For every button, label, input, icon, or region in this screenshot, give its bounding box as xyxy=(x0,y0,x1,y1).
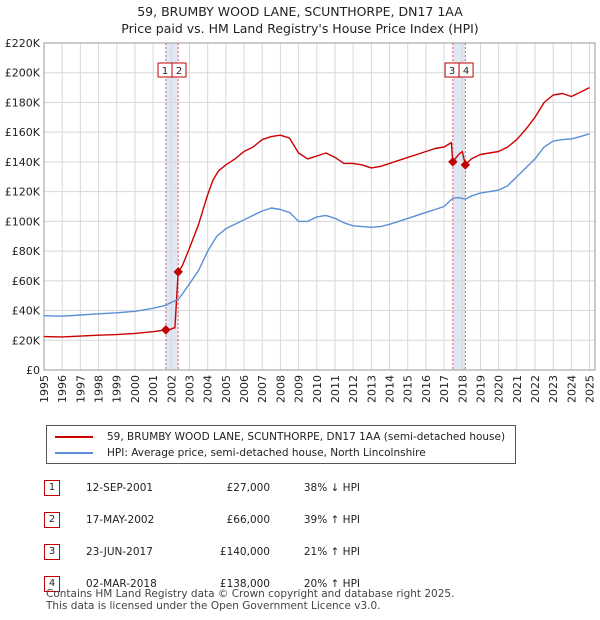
sale-number: 1 xyxy=(44,480,60,496)
y-tick-label-9: £180K xyxy=(5,96,41,109)
price-chart: £0 £20K £40K £60K £80K £100K £120K £140K £160K £1… xyxy=(5,37,597,403)
y-tick-label-6: £120K xyxy=(5,186,41,199)
sale-label-number-3: 3 xyxy=(449,66,455,77)
sale-price: £138,000 xyxy=(219,578,270,590)
sales-table: 1 12-SEP-2001 £27,000 38% ↓ HPI 2 17-MAY-2002… xyxy=(44,472,360,600)
legend-hpi-swatch xyxy=(55,452,93,454)
x-tick-label-2015: 2015 xyxy=(402,375,415,403)
chart-subtitle: Price paid vs. HM Land Registry's House … xyxy=(121,21,479,36)
sale-number-cell: 4 xyxy=(44,568,86,600)
y-tick-label-0: £0 xyxy=(26,364,40,377)
legend-property-swatch xyxy=(55,436,93,438)
sale-period-band-2 xyxy=(452,43,466,370)
x-tick-label-2000: 2000 xyxy=(129,375,142,403)
sale-date: 12-SEP-2001 xyxy=(86,482,154,494)
y-tick-label-2: £40K xyxy=(12,305,41,318)
sale-row: 2 17-MAY-2002 £66,000 39% ↑ HPI xyxy=(44,504,360,536)
x-tick-label-2010: 2010 xyxy=(311,375,324,403)
y-tick-label-3: £60K xyxy=(12,275,41,288)
legend-hpi-label: HPI: Average price, semi-detached house,… xyxy=(107,447,426,459)
x-tick-label-2001: 2001 xyxy=(147,375,160,403)
y-tick-label-5: £100K xyxy=(5,215,41,228)
x-tick-label-2007: 2007 xyxy=(256,375,269,403)
property-price-line xyxy=(43,86,590,338)
y-tick-label-10: £200K xyxy=(5,67,41,80)
x-tick-label-2018: 2018 xyxy=(456,375,469,403)
footer-copyright: Contains HM Land Registry data © Crown c… xyxy=(46,588,455,600)
x-tick-label-2008: 2008 xyxy=(274,375,287,403)
sale-date: 02-MAR-2018 xyxy=(86,578,157,590)
sale-date: 23-JUN-2017 xyxy=(86,546,153,558)
x-tick-label-2003: 2003 xyxy=(183,375,196,403)
x-tick-label-2025: 2025 xyxy=(584,375,597,403)
hpi-line xyxy=(43,133,590,317)
x-tick-label-1998: 1998 xyxy=(93,375,106,403)
x-tick-label-1996: 1996 xyxy=(56,375,69,403)
x-tick-label-2004: 2004 xyxy=(202,375,215,403)
sale-row: 4 02-MAR-2018 £138,000 20% ↑ HPI xyxy=(44,568,360,600)
x-tick-label-2023: 2023 xyxy=(547,375,560,403)
legend-property-label: 59, BRUMBY WOOD LANE, SCUNTHORPE, DN17 1… xyxy=(107,431,506,443)
sale-hpi-diff: 21% ↑ HPI xyxy=(303,546,360,558)
y-tick-label-11: £220K xyxy=(5,37,41,50)
y-tick-label-1: £20K xyxy=(12,334,41,347)
x-tick-label-2005: 2005 xyxy=(220,375,233,403)
sale-label-number-1: 1 xyxy=(162,66,168,77)
sale-hpi-diff: 38% ↓ HPI xyxy=(303,482,360,494)
sale-label-box-4 xyxy=(458,62,474,78)
sale-point-2 xyxy=(173,267,183,277)
x-tick-label-2020: 2020 xyxy=(493,375,506,403)
sale-number-cell: 2 xyxy=(44,504,86,536)
sale-row: 1 12-SEP-2001 £27,000 38% ↓ HPI xyxy=(44,472,360,504)
x-tick-label-2014: 2014 xyxy=(384,375,397,403)
x-tick-label-2022: 2022 xyxy=(529,375,542,403)
sale-hpi-diff: 20% ↑ HPI xyxy=(303,578,360,590)
sale-number: 2 xyxy=(44,512,60,528)
sale-date: 17-MAY-2002 xyxy=(86,514,155,526)
sale-period-band-1 xyxy=(165,43,179,370)
footer-licence: This data is licensed under the Open Gov… xyxy=(46,600,381,612)
x-tick-label-1995: 1995 xyxy=(38,375,51,403)
sale-price: £66,000 xyxy=(226,514,270,526)
y-tick-label-8: £160K xyxy=(5,126,41,139)
sale-label-box-2 xyxy=(171,62,187,78)
y-tick-label-7: £140K xyxy=(5,156,41,169)
sale-point-1 xyxy=(161,325,171,335)
sale-price: £140,000 xyxy=(219,546,270,558)
x-tick-label-2013: 2013 xyxy=(365,375,378,403)
x-tick-label-1999: 1999 xyxy=(111,375,124,403)
x-tick-label-2012: 2012 xyxy=(347,375,360,403)
sale-row: 3 23-JUN-2017 £140,000 21% ↑ HPI xyxy=(44,536,360,568)
legend: 59, BRUMBY WOOD LANE, SCUNTHORPE, DN17 1… xyxy=(46,425,516,464)
sale-number-cell: 3 xyxy=(44,536,86,568)
x-tick-label-2016: 2016 xyxy=(420,375,433,403)
x-tick-label-2006: 2006 xyxy=(238,375,251,403)
sale-label-number-4: 4 xyxy=(463,66,469,77)
x-tick-label-1997: 1997 xyxy=(74,375,87,403)
sale-hpi-diff: 39% ↑ HPI xyxy=(303,514,360,526)
sale-number-cell: 1 xyxy=(44,472,86,504)
chart-title: 59, BRUMBY WOOD LANE, SCUNTHORPE, DN17 1… xyxy=(137,4,463,19)
sale-label-number-2: 2 xyxy=(176,66,182,77)
sale-price: £27,000 xyxy=(226,482,270,494)
footer: Contains HM Land Registry data © Crown c… xyxy=(46,588,454,612)
x-tick-label-2024: 2024 xyxy=(565,375,578,403)
plot-frame xyxy=(43,42,596,371)
x-tick-label-2021: 2021 xyxy=(511,375,524,403)
x-tick-label-2019: 2019 xyxy=(474,375,487,403)
sale-point-4 xyxy=(460,160,471,170)
sale-number: 3 xyxy=(44,544,60,560)
x-tick-label-2017: 2017 xyxy=(438,375,451,403)
x-tick-label-2009: 2009 xyxy=(293,375,306,403)
sale-number: 4 xyxy=(44,576,60,592)
y-tick-label-4: £80K xyxy=(12,245,41,258)
x-tick-label-2002: 2002 xyxy=(165,375,178,403)
sale-point-3 xyxy=(448,157,458,167)
x-tick-label-2011: 2011 xyxy=(329,375,342,403)
